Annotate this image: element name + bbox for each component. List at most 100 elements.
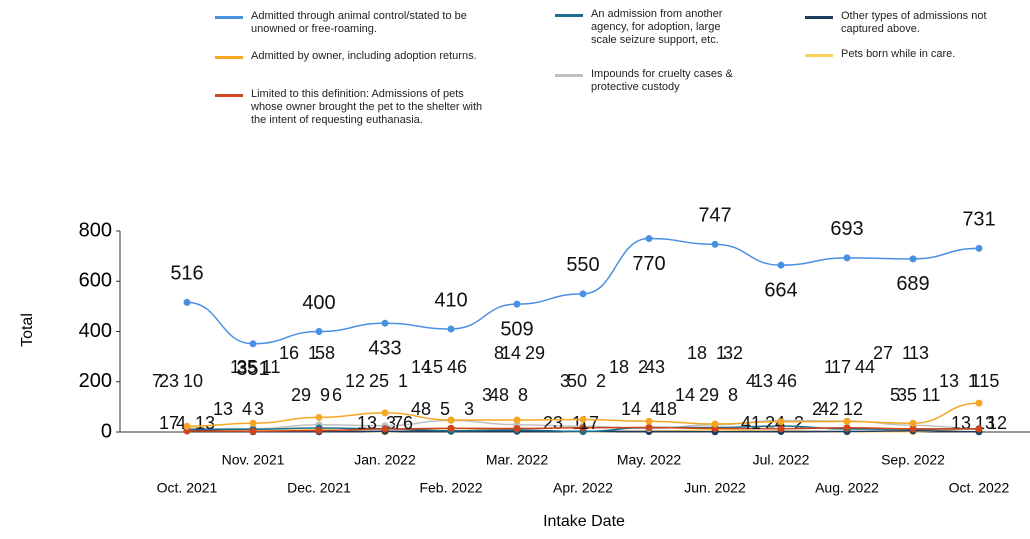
data-label: 6	[332, 385, 342, 405]
data-label: 4	[650, 399, 660, 419]
point	[909, 255, 917, 263]
data-label: 12	[843, 399, 863, 419]
x-tick-label: Nov. 2021	[222, 452, 285, 468]
legend-label: Impounds for cruelty cases & protective …	[591, 68, 733, 93]
legend-swatch	[555, 14, 583, 17]
data-label: 32	[723, 343, 743, 363]
data-label: 46	[447, 357, 467, 377]
data-label: 46	[777, 371, 797, 391]
legend-item: Admitted through animal control/stated t…	[215, 10, 485, 36]
data-label: 770	[632, 253, 665, 275]
data-label: 13	[939, 371, 959, 391]
y-tick-label: 200	[79, 370, 112, 392]
point	[249, 427, 257, 435]
point	[249, 340, 257, 348]
data-label: 9	[320, 385, 330, 405]
data-label: 550	[566, 254, 599, 276]
point	[579, 290, 587, 298]
data-label: 12	[345, 371, 365, 391]
data-label: 689	[896, 273, 929, 295]
data-label: 5	[890, 385, 900, 405]
data-label: 2	[812, 399, 822, 419]
point	[843, 424, 851, 432]
point	[645, 417, 653, 425]
data-label: 351	[236, 358, 269, 380]
data-label: 1	[716, 343, 726, 363]
data-label: 13	[909, 343, 929, 363]
x-tick-label: Feb. 2022	[419, 480, 482, 496]
data-label: 23	[543, 413, 563, 433]
point	[447, 325, 455, 333]
data-label: 8	[494, 343, 504, 363]
legend-swatch	[555, 74, 583, 77]
point	[975, 399, 983, 407]
point	[777, 418, 785, 426]
point	[711, 420, 719, 428]
data-label: 4	[176, 413, 186, 433]
data-label: 14	[675, 385, 695, 405]
point	[909, 425, 917, 433]
data-label: 4	[242, 399, 252, 419]
x-tick-label: Jul. 2022	[753, 452, 810, 468]
data-label: 29	[525, 343, 545, 363]
x-tick-label: May. 2022	[617, 452, 682, 468]
data-label: 3	[482, 385, 492, 405]
data-label: 18	[657, 399, 677, 419]
data-label: 25	[369, 371, 389, 391]
data-label: 42	[819, 399, 839, 419]
x-tick-label: Jun. 2022	[684, 480, 746, 496]
legend-label: Admitted through animal control/stated t…	[251, 10, 467, 35]
data-label: 4	[746, 371, 756, 391]
data-label: 7	[152, 371, 162, 391]
y-tick-label: 0	[101, 420, 112, 442]
x-tick-label: Dec. 2021	[287, 480, 351, 496]
x-tick-label: Aug. 2022	[815, 480, 879, 496]
point	[513, 416, 521, 424]
data-label: 18	[687, 343, 707, 363]
point	[183, 298, 191, 306]
data-label: 115	[971, 371, 1000, 391]
legend-label: Limited to this definition: Admissions o…	[251, 88, 483, 126]
data-label: 76	[393, 413, 413, 433]
legend-swatch	[805, 16, 833, 19]
data-label: 48	[489, 385, 509, 405]
data-label: 17	[831, 357, 851, 377]
legend-item: Admitted by owner, including adoption re…	[215, 50, 485, 63]
y-tick-label: 400	[79, 320, 112, 342]
data-label: 29	[699, 385, 719, 405]
data-label: 18	[609, 357, 629, 377]
data-label: 50	[567, 371, 587, 391]
point	[315, 413, 323, 421]
data-label: 516	[170, 263, 203, 285]
data-label: 1	[308, 343, 318, 363]
data-label: 2	[794, 413, 804, 433]
data-label: 3	[254, 399, 264, 419]
point	[315, 426, 323, 434]
data-label: 410	[434, 289, 467, 311]
data-label: 433	[368, 337, 401, 359]
data-label: 13	[753, 371, 773, 391]
point	[249, 419, 257, 427]
point	[975, 425, 983, 433]
legend-swatch	[215, 16, 243, 19]
data-label: 13	[213, 399, 233, 419]
x-axis-label: Intake Date	[543, 513, 625, 530]
legend-label: Other types of admissions not captured a…	[841, 10, 987, 35]
point	[579, 415, 587, 423]
point	[183, 422, 191, 430]
data-label: 8	[728, 385, 738, 405]
data-label: 5	[440, 399, 450, 419]
data-label: 41	[741, 413, 761, 433]
legend-item: Limited to this definition: Admissions o…	[215, 88, 485, 127]
point	[315, 328, 323, 335]
point	[381, 319, 389, 327]
data-label: 1	[572, 413, 582, 433]
data-label: 15	[423, 357, 443, 377]
legend-label: An admission from another agency, for ad…	[591, 8, 723, 46]
data-label: 2	[596, 371, 606, 391]
x-tick-label: Oct. 2022	[949, 480, 1010, 496]
data-label: 1	[902, 343, 912, 363]
data-label: 58	[315, 343, 335, 363]
data-label: 35	[897, 385, 917, 405]
